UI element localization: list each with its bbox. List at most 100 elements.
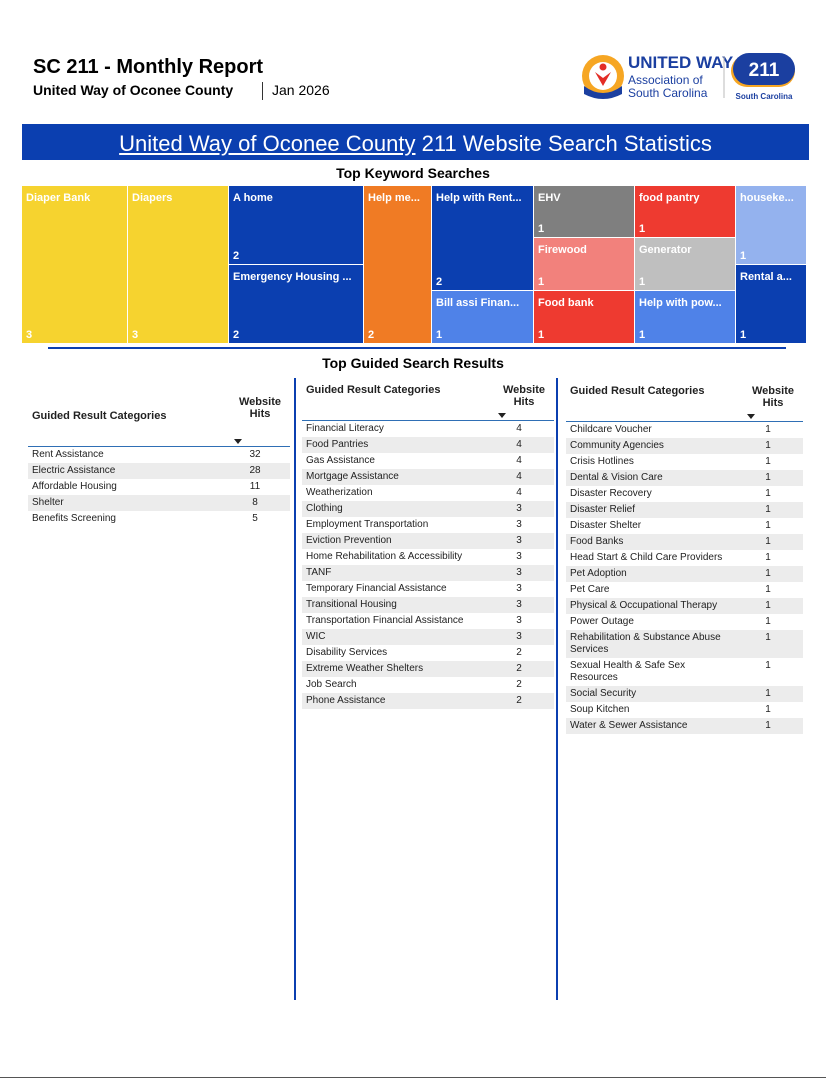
hits: 3 <box>516 599 522 610</box>
tile-value: 2 <box>233 250 240 262</box>
tile-value: 1 <box>740 250 747 262</box>
table-row: Physical & Occupational Therapy 1 <box>566 598 803 614</box>
table-row: Home Rehabilitation & Accessibility 3 <box>302 549 554 565</box>
category: Disaster Shelter <box>570 520 642 531</box>
tile-value: 1 <box>436 329 443 341</box>
table-row: Shelter 8 <box>28 495 290 511</box>
table-row: Financial Literacy 4 <box>302 421 554 437</box>
logo-inner <box>589 62 617 90</box>
category: Rent Assistance <box>32 449 104 460</box>
results-table: Guided Result Categories Website Hits Rent… <box>28 396 290 527</box>
tile-label: EHV <box>538 192 561 204</box>
hits: 1 <box>765 520 771 531</box>
tile: Emergency Housing ... 2 <box>229 265 364 344</box>
hits: 4 <box>516 423 522 434</box>
tile-value: 3 <box>132 329 139 341</box>
table-row: Dental & Vision Care 1 <box>566 470 803 486</box>
category: Weatherization <box>306 487 373 498</box>
category: Clothing <box>306 503 343 514</box>
tile-label: A home <box>233 192 273 204</box>
tile: EHV 1 <box>534 186 635 238</box>
header-category: Guided Result Categories <box>32 410 167 422</box>
results-table: Guided Result Categories Website Hits Chil… <box>566 385 803 734</box>
table-row: Mortgage Assistance 4 <box>302 469 554 485</box>
hits: 1 <box>765 632 771 643</box>
tile-label: Help with Rent... <box>436 192 522 204</box>
hits: 3 <box>516 503 522 514</box>
table-row: Head Start & Child Care Providers 1 <box>566 550 803 566</box>
category: Physical & Occupational Therapy <box>570 600 718 611</box>
tile-value: 2 <box>233 329 240 341</box>
category: WIC <box>306 631 326 642</box>
hits: 3 <box>516 631 522 642</box>
header-hits: Website Hits <box>239 396 281 420</box>
table-row: Social Security 1 <box>566 686 803 702</box>
category: Disaster Recovery <box>570 488 652 499</box>
category: TANF <box>306 567 332 578</box>
banner: United Way of Oconee County 211 Website … <box>22 124 809 160</box>
category: Social Security <box>570 688 637 699</box>
column-rule <box>556 378 558 1000</box>
header-category: Guided Result Categories <box>306 384 441 396</box>
bottom-rule <box>0 1077 826 1078</box>
category: Soup Kitchen <box>570 704 630 715</box>
category: Benefits Screening <box>32 513 116 524</box>
sort-arrow <box>234 439 242 444</box>
header-rule <box>566 421 803 422</box>
divider <box>48 347 786 349</box>
tile: Food bank 1 <box>534 291 635 344</box>
hits: 1 <box>765 584 771 595</box>
table-row: Community Agencies 1 <box>566 438 803 454</box>
hits: 4 <box>516 487 522 498</box>
category: Head Start & Child Care Providers <box>570 552 723 563</box>
table-row: Disaster Relief 1 <box>566 502 803 518</box>
category: Mortgage Assistance <box>306 471 399 482</box>
category: Eviction Prevention <box>306 535 392 546</box>
hits: 1 <box>765 616 771 627</box>
logo-line2: South Carolina <box>628 86 708 100</box>
logo-body <box>595 72 611 86</box>
tile-label: Help with pow... <box>639 297 722 309</box>
category: Electric Assistance <box>32 465 116 476</box>
report-date: Jan 2026 <box>272 82 330 98</box>
tile-value: 2 <box>368 329 375 341</box>
hits: 1 <box>765 440 771 451</box>
category: Temporary Financial Assistance <box>306 583 447 594</box>
table-row: Pet Care 1 <box>566 582 803 598</box>
tile: Help me... 2 <box>364 186 432 344</box>
tile: houseke... 1 <box>736 186 807 265</box>
hits: 1 <box>765 600 771 611</box>
hits: 2 <box>516 647 522 658</box>
header-rule <box>302 420 554 421</box>
category: Financial Literacy <box>306 423 384 434</box>
hits: 11 <box>249 481 261 492</box>
badge-sub: South Carolina <box>736 92 793 101</box>
table-row: Job Search 2 <box>302 677 554 693</box>
hits: 1 <box>765 504 771 515</box>
category: Crisis Hotlines <box>570 456 634 467</box>
tile-label: food pantry <box>639 192 700 204</box>
table-row: Temporary Financial Assistance 3 <box>302 581 554 597</box>
tile-value: 2 <box>436 276 443 288</box>
table-row: Food Pantries 4 <box>302 437 554 453</box>
category: Childcare Voucher <box>570 424 652 435</box>
hits: 3 <box>516 567 522 578</box>
table-row: Pet Adoption 1 <box>566 566 803 582</box>
table-row: Sexual Health & Safe Sex Resources 1 <box>566 658 803 686</box>
tile: food pantry 1 <box>635 186 736 238</box>
header-hits: Website Hits <box>752 385 794 409</box>
table-row: Transitional Housing 3 <box>302 597 554 613</box>
table-row: Soup Kitchen 1 <box>566 702 803 718</box>
tile-label: Generator <box>639 244 692 256</box>
hits: 3 <box>516 519 522 530</box>
hits: 2 <box>516 663 522 674</box>
tile-label: Diapers <box>132 192 173 204</box>
hits: 28 <box>249 465 261 476</box>
hits: 1 <box>765 472 771 483</box>
tile-value: 1 <box>639 329 646 341</box>
tile-label: Help me... <box>368 192 420 204</box>
tile: Diaper Bank 3 <box>22 186 128 344</box>
category: Home Rehabilitation & Accessibility <box>306 551 463 562</box>
table-row: Extreme Weather Shelters 2 <box>302 661 554 677</box>
